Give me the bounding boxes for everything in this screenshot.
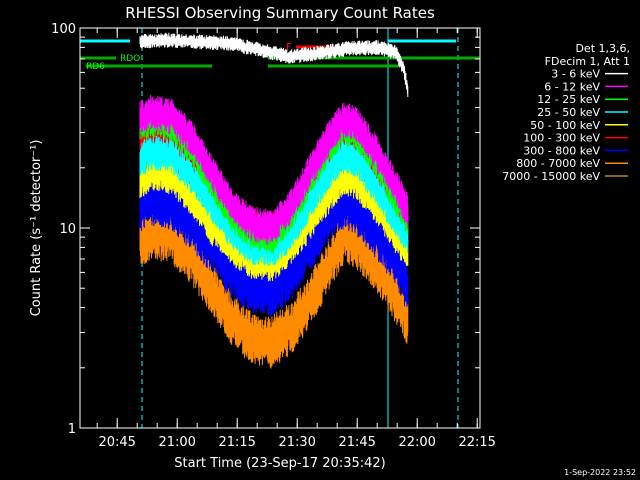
series-3-6-kev xyxy=(139,32,409,97)
x-tick-label: 21:45 xyxy=(338,435,375,450)
x-tick-label: 20:45 xyxy=(98,435,135,450)
legend-header: FDecim 1, Att 1 xyxy=(545,55,630,68)
y-axis-title: Count Rate (s⁻¹ detector⁻¹) xyxy=(29,140,44,317)
legend-label: 12 - 25 keV xyxy=(537,93,600,106)
footer-timestamp: 1-Sep-2022 23:52 xyxy=(564,468,636,477)
y-tick-label: 1 xyxy=(68,422,76,437)
legend-label: 3 - 6 keV xyxy=(551,68,600,81)
chart-title: RHESSI Observing Summary Count Rates xyxy=(125,4,435,22)
x-tick-label: 21:15 xyxy=(218,435,255,450)
legend-header: Det 1,3,6, xyxy=(575,42,630,55)
legend-label: 7000 - 15000 keV xyxy=(502,170,600,183)
x-tick-label: 22:15 xyxy=(458,435,495,450)
legend-label: 800 - 7000 keV xyxy=(516,157,600,170)
y-tick-label: 100 xyxy=(51,22,76,37)
legend-label: 50 - 100 keV xyxy=(530,119,600,132)
series-6-12-kev xyxy=(139,94,409,245)
annotation-rd6: RD6 xyxy=(86,62,105,72)
y-tick-label: 10 xyxy=(59,222,76,237)
x-tick-label: 21:30 xyxy=(278,435,315,450)
legend-label: 6 - 12 keV xyxy=(544,80,600,93)
annotation-flare: F xyxy=(286,42,292,53)
legend-label: 25 - 50 keV xyxy=(537,106,600,119)
legend-label: 300 - 800 keV xyxy=(523,144,600,157)
annotation-rdo: RDO xyxy=(120,54,140,64)
x-axis-title: Start Time (23-Sep-17 20:35:42) xyxy=(174,456,385,471)
legend-label: 100 - 300 keV xyxy=(523,132,600,145)
x-tick-label: 22:00 xyxy=(398,435,435,450)
x-tick-label: 21:00 xyxy=(158,435,195,450)
